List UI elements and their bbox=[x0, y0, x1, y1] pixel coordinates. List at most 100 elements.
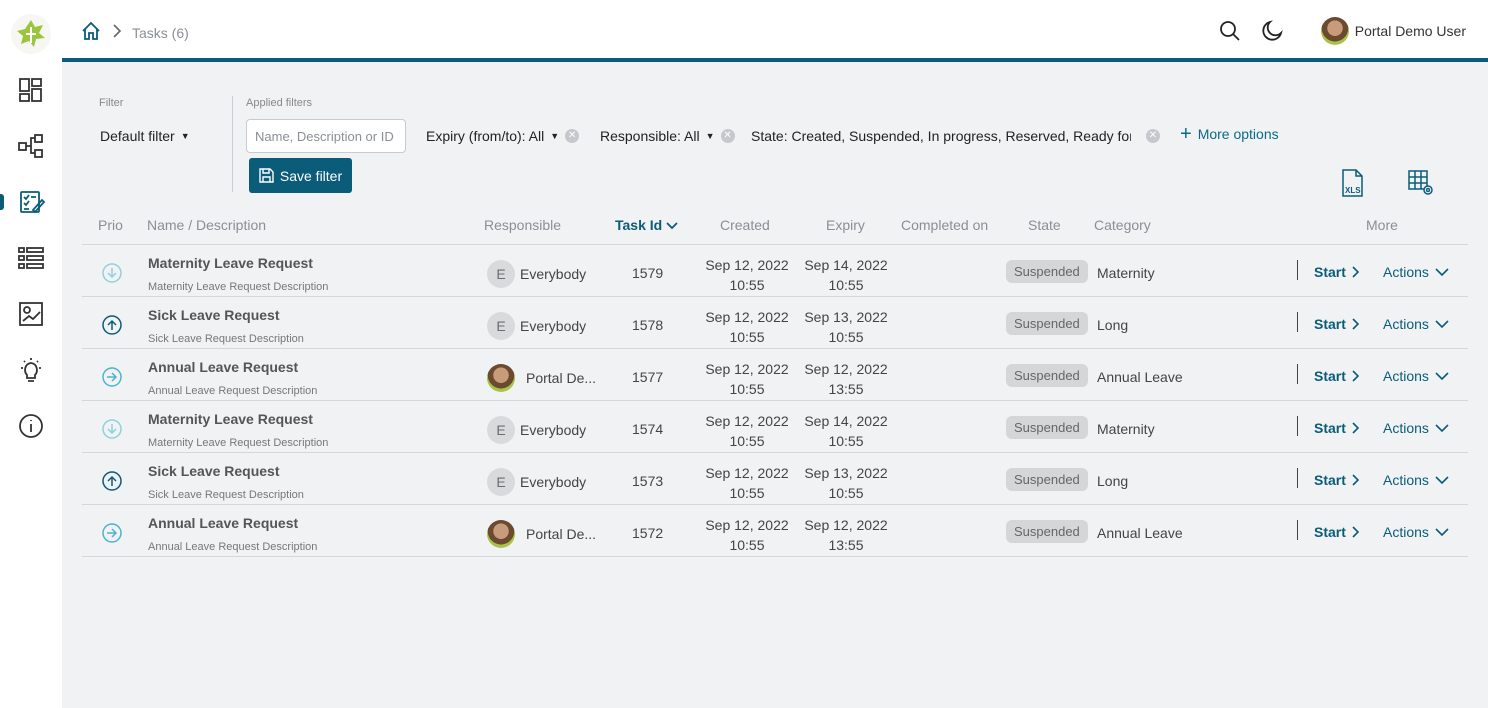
task-id: 1573 bbox=[632, 473, 664, 489]
sidebar-item-cases[interactable] bbox=[0, 238, 62, 278]
start-label: Start bbox=[1314, 264, 1346, 280]
export-xls-icon[interactable]: XLS bbox=[1338, 168, 1368, 198]
actions-label: Actions bbox=[1383, 420, 1429, 436]
save-filter-button[interactable]: Save filter bbox=[249, 158, 352, 193]
actions-dropdown[interactable]: Actions bbox=[1383, 472, 1449, 488]
user-menu[interactable]: Portal Demo User bbox=[1320, 17, 1466, 45]
dark-mode-moon-icon[interactable] bbox=[1255, 14, 1289, 48]
start-button[interactable]: Start bbox=[1314, 264, 1360, 280]
table-row[interactable]: Maternity Leave Request Maternity Leave … bbox=[82, 401, 1468, 453]
task-name[interactable]: Annual Leave Request bbox=[148, 359, 299, 375]
default-filter-dropdown[interactable]: Default filter ▼ bbox=[100, 128, 190, 144]
table-row[interactable]: Sick Leave Request Sick Leave Request De… bbox=[82, 453, 1468, 505]
expiry-date-day: Sep 13, 2022 bbox=[804, 465, 888, 481]
chevron-down-icon bbox=[1435, 528, 1449, 536]
task-id: 1578 bbox=[632, 317, 664, 333]
clear-icon[interactable]: ✕ bbox=[720, 129, 735, 143]
column-completed-on[interactable]: Completed on bbox=[901, 217, 989, 233]
sidebar-item-processes-start[interactable] bbox=[0, 350, 62, 390]
responsible-filter-chip[interactable]: Responsible: All ▼ ✕ bbox=[600, 128, 735, 144]
column-expiry[interactable]: Expiry bbox=[826, 217, 865, 233]
actions-dropdown[interactable]: Actions bbox=[1383, 316, 1449, 332]
more-options-label: More options bbox=[1197, 126, 1279, 142]
expiry-date-day: Sep 14, 2022 bbox=[804, 257, 888, 273]
sidebar-item-tasks[interactable] bbox=[0, 182, 62, 222]
responsible-name: Everybody bbox=[520, 474, 587, 490]
column-prio[interactable]: Prio bbox=[98, 217, 123, 233]
priority-low-icon bbox=[102, 419, 122, 439]
sidebar-item-dashboard[interactable] bbox=[0, 70, 62, 110]
responsible-name: Everybody bbox=[520, 422, 587, 438]
table-row[interactable]: Annual Leave Request Annual Leave Reques… bbox=[82, 349, 1468, 401]
created-date-day: Sep 12, 2022 bbox=[705, 257, 789, 273]
task-name[interactable]: Sick Leave Request bbox=[148, 463, 280, 479]
task-name[interactable]: Sick Leave Request bbox=[148, 307, 280, 323]
expiry-date: Sep 14, 2022 10:55 bbox=[801, 255, 891, 295]
start-button[interactable]: Start bbox=[1314, 316, 1360, 332]
expiry-date: Sep 12, 2022 13:55 bbox=[801, 515, 891, 555]
info-icon bbox=[19, 414, 43, 438]
priority-low-icon bbox=[102, 263, 122, 283]
table-config-icon[interactable] bbox=[1406, 168, 1436, 198]
column-responsible[interactable]: Responsible bbox=[484, 217, 562, 233]
home-icon[interactable] bbox=[80, 20, 102, 45]
expiry-date-time: 10:55 bbox=[828, 277, 864, 293]
created-date-day: Sep 12, 2022 bbox=[705, 413, 789, 429]
sidebar-item-statistics[interactable] bbox=[0, 294, 62, 334]
user-avatar bbox=[487, 520, 515, 548]
breadcrumb-current: Tasks (6) bbox=[132, 24, 189, 41]
action-separator bbox=[1297, 364, 1298, 384]
sidebar-item-processes[interactable] bbox=[0, 126, 62, 166]
created-date: Sep 12, 2022 10:55 bbox=[702, 359, 792, 399]
clear-icon[interactable]: ✕ bbox=[565, 129, 580, 143]
table-row[interactable]: Annual Leave Request Annual Leave Reques… bbox=[82, 505, 1468, 557]
user-avatar bbox=[487, 364, 515, 392]
responsible: E Everybody bbox=[487, 312, 586, 340]
expiry-date-day: Sep 12, 2022 bbox=[804, 517, 888, 533]
process-flow-icon bbox=[18, 134, 43, 158]
chevron-right-icon bbox=[1352, 370, 1360, 382]
search-input[interactable] bbox=[246, 119, 406, 153]
start-button[interactable]: Start bbox=[1314, 368, 1360, 384]
task-name[interactable]: Maternity Leave Request bbox=[148, 411, 313, 427]
start-button[interactable]: Start bbox=[1314, 420, 1360, 436]
column-name[interactable]: Name / Description bbox=[147, 217, 267, 233]
actions-label: Actions bbox=[1383, 316, 1429, 332]
clear-icon[interactable]: ✕ bbox=[1146, 129, 1160, 143]
start-label: Start bbox=[1314, 368, 1346, 384]
expiry-date-time: 13:55 bbox=[828, 381, 864, 397]
column-created[interactable]: Created bbox=[720, 217, 770, 233]
more-options-button[interactable]: + More options bbox=[1180, 124, 1279, 144]
action-separator bbox=[1297, 468, 1298, 488]
expiry-filter-chip[interactable]: Expiry (from/to): All ▼ ✕ bbox=[426, 128, 580, 144]
responsible-initial-avatar: E bbox=[487, 468, 515, 496]
task-description: Sick Leave Request Description bbox=[148, 489, 304, 501]
search-icon[interactable] bbox=[1213, 14, 1247, 48]
actions-dropdown[interactable]: Actions bbox=[1383, 264, 1449, 280]
category: Long bbox=[1097, 317, 1129, 333]
app-logo[interactable] bbox=[11, 14, 51, 54]
sidebar-item-about[interactable] bbox=[0, 406, 62, 446]
actions-dropdown[interactable]: Actions bbox=[1383, 524, 1449, 540]
column-task-id[interactable]: Task Id bbox=[615, 217, 678, 233]
task-name[interactable]: Maternity Leave Request bbox=[148, 255, 313, 271]
column-state[interactable]: State bbox=[1028, 217, 1061, 233]
table-row[interactable]: Maternity Leave Request Maternity Leave … bbox=[82, 245, 1468, 297]
actions-dropdown[interactable]: Actions bbox=[1383, 368, 1449, 384]
default-filter-label: Default filter bbox=[100, 128, 175, 144]
state-filter-chip[interactable]: State: Created, Suspended, In progress, … bbox=[751, 128, 1131, 144]
table-body: Maternity Leave Request Maternity Leave … bbox=[82, 245, 1468, 557]
task-name[interactable]: Annual Leave Request bbox=[148, 515, 299, 531]
breadcrumb: Tasks (6) bbox=[80, 20, 189, 45]
created-date-time: 10:55 bbox=[729, 433, 765, 449]
column-category[interactable]: Category bbox=[1094, 217, 1151, 233]
expiry-date: Sep 14, 2022 10:55 bbox=[801, 411, 891, 451]
start-button[interactable]: Start bbox=[1314, 472, 1360, 488]
start-button[interactable]: Start bbox=[1314, 524, 1360, 540]
table-row[interactable]: Sick Leave Request Sick Leave Request De… bbox=[82, 297, 1468, 349]
expiry-date: Sep 12, 2022 13:55 bbox=[801, 359, 891, 399]
chevron-right-icon bbox=[1352, 526, 1360, 538]
chevron-down-icon bbox=[1435, 476, 1449, 484]
actions-dropdown[interactable]: Actions bbox=[1383, 420, 1449, 436]
user-avatar bbox=[1320, 17, 1349, 45]
